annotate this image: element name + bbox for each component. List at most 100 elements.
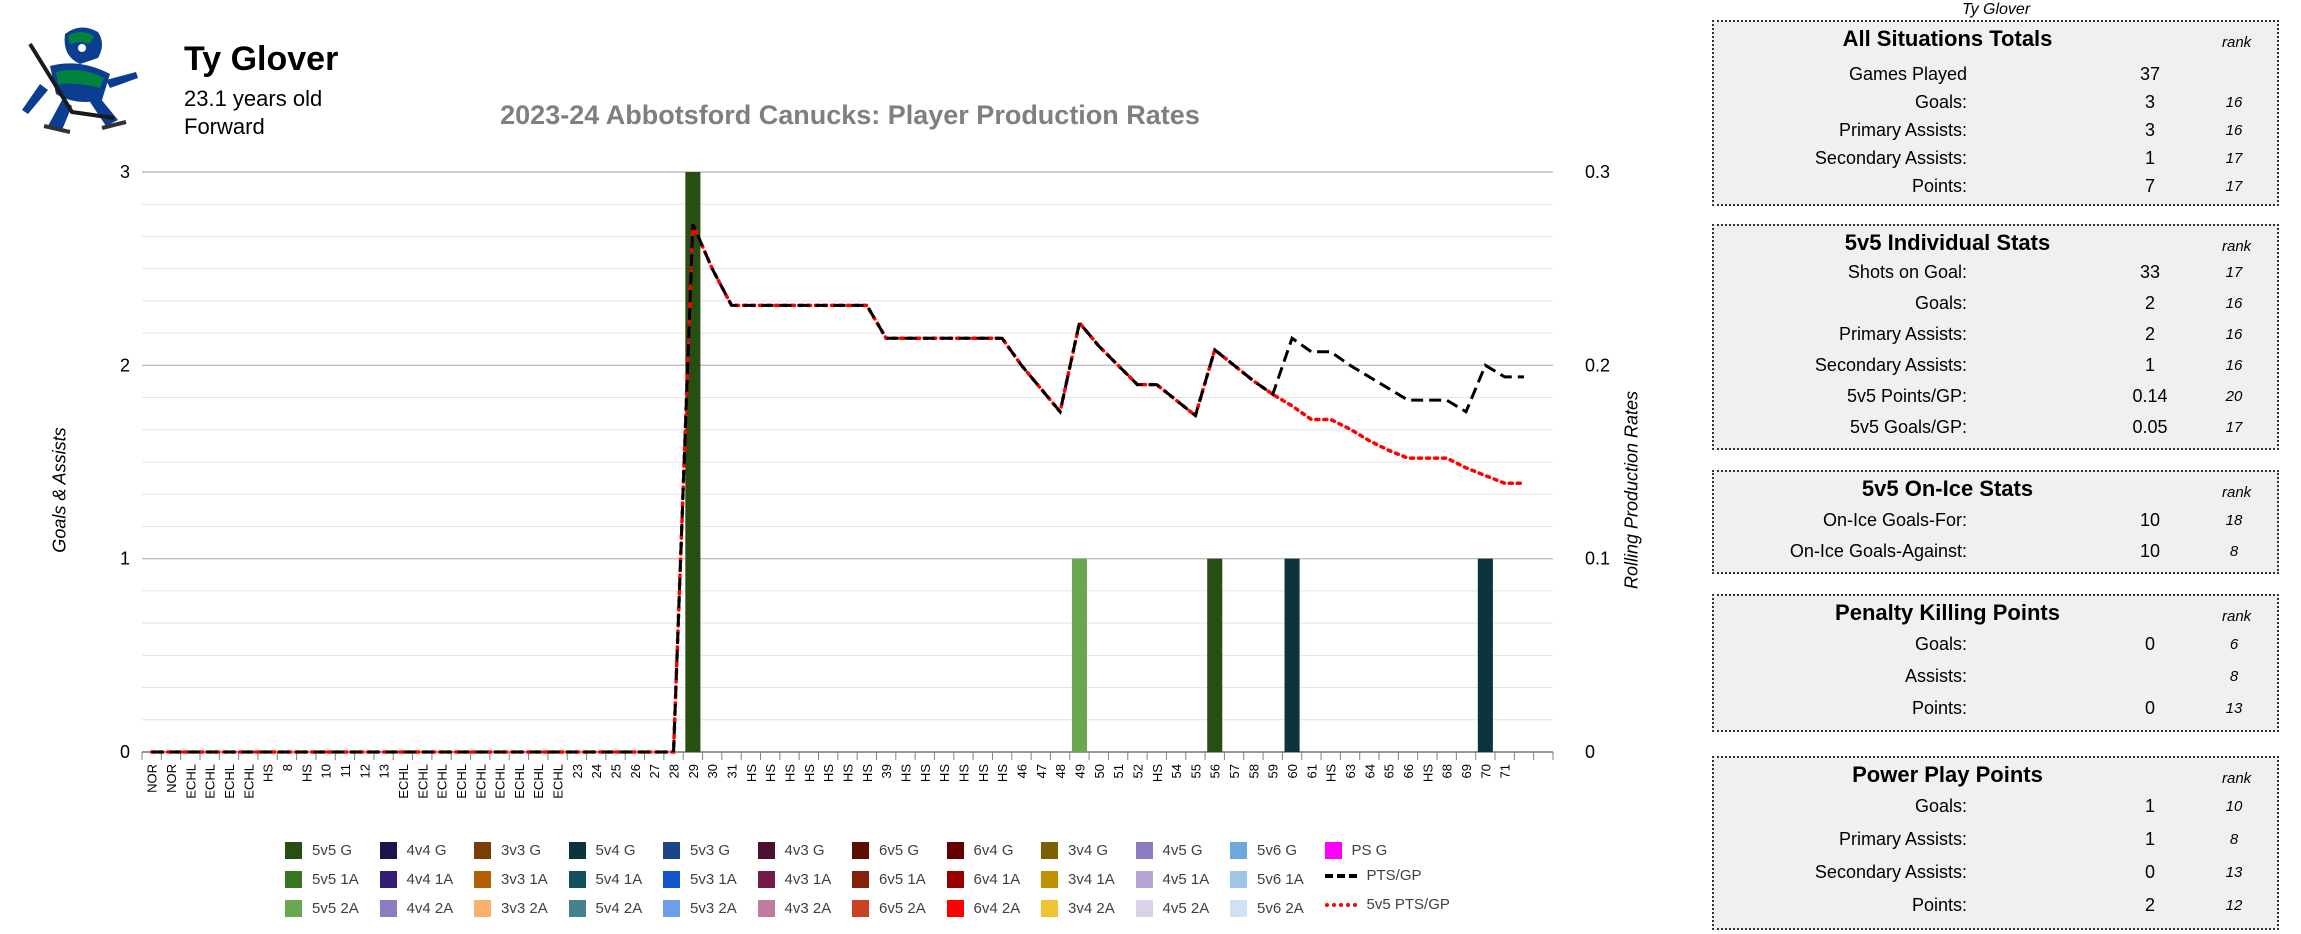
stat-label: Primary Assists:	[1838, 120, 1967, 140]
team-logo	[20, 18, 140, 134]
x-tick-label: 48	[1053, 764, 1068, 778]
stat-rank: 16	[2225, 326, 2243, 343]
x-tick-label: 57	[1227, 764, 1242, 778]
legend-swatch	[1135, 871, 1153, 888]
x-tick-label: HS	[744, 764, 759, 782]
legend-label: 3v3 G	[501, 842, 542, 859]
stat-row: Secondary Assists: 1 17	[1714, 146, 2277, 174]
stat-label: Points:	[1911, 176, 1967, 196]
x-tick-label: ECHL	[183, 764, 198, 799]
stat-value: 37	[2139, 64, 2161, 84]
x-tick-label: ECHL	[512, 764, 527, 799]
y-tick-label: 1	[120, 549, 130, 569]
stat-rank: 6	[2229, 636, 2239, 653]
legend-label: 5v3 G	[690, 842, 731, 859]
legend-swatch	[757, 900, 775, 917]
x-tick-label: 52	[1130, 764, 1145, 778]
legend-item: 5v4 1A	[568, 871, 642, 888]
x-tick-label: 68	[1440, 764, 1455, 778]
stat-label: Shots on Goal:	[1847, 262, 1967, 282]
legend-item: 4v4 G	[379, 842, 447, 859]
legend-item: 5v5 G	[285, 842, 352, 859]
stat-row: Secondary Assists: 0 13	[1714, 860, 2277, 888]
legend-label: 6v4 G	[973, 842, 1014, 859]
stats-section: 5v5 On-Ice Stats rank On-Ice Goals-For: 10 1…	[1712, 470, 2279, 574]
stat-label: Goals:	[1914, 796, 1967, 816]
x-tick-label: 61	[1304, 764, 1319, 778]
stat-label: Goals:	[1914, 92, 1967, 112]
stats-section-title: Power Play Points	[1852, 762, 2043, 787]
legend-swatch	[379, 900, 397, 917]
x-tick-label: HS	[1420, 764, 1435, 782]
stat-rank: 8	[2229, 668, 2239, 685]
stat-rank: 8	[2229, 831, 2239, 848]
stat-value: 10	[2139, 541, 2161, 561]
stat-value: 33	[2139, 262, 2161, 282]
legend-item: 5v6 G	[1230, 842, 1297, 859]
chart-legend: 5v5 G 5v5 1A 5v5 2A 4v4 G 4v4 1A 4v4 2A 3v3 G 3…	[285, 842, 1505, 934]
x-tick-label: 30	[705, 764, 720, 778]
stat-label: 5v5 Points/GP:	[1846, 386, 1967, 406]
legend-label: 3v4 1A	[1068, 871, 1115, 888]
stat-label: Assists:	[1904, 666, 1967, 686]
x-tick-label: ECHL	[203, 764, 218, 799]
legend-swatch	[1324, 842, 1342, 859]
stats-section: Penalty Killing Points rank Goals: 0 6 Assist…	[1712, 594, 2279, 732]
legend-swatch	[946, 871, 964, 888]
x-tick-label: 60	[1285, 764, 1300, 778]
rank-header: rank	[2222, 238, 2252, 255]
stat-row: Shots on Goal: 33 17	[1714, 260, 2277, 288]
legend-item: 4v4 1A	[379, 871, 453, 888]
x-tick-label: 47	[1034, 764, 1049, 778]
x-tick-label: 26	[628, 764, 643, 778]
stat-row: Secondary Assists: 1 16	[1714, 353, 2277, 381]
x-tick-label: HS	[918, 764, 933, 782]
stat-value: 2	[2144, 324, 2155, 344]
bar	[1207, 558, 1223, 752]
stat-value: 1	[2144, 796, 2155, 816]
stat-rank: 16	[2225, 122, 2243, 139]
legend-swatch	[757, 842, 775, 859]
legend-label: 4v4 2A	[406, 900, 454, 917]
x-tick-label: 25	[609, 764, 624, 778]
x-tick-label: HS	[860, 764, 875, 782]
legend-item: 6v4 1A	[946, 871, 1021, 888]
stat-rank: 16	[2225, 357, 2243, 374]
stat-rank: 16	[2225, 94, 2243, 111]
stat-value: 2	[2144, 293, 2155, 313]
legend-item: 4v4 2A	[379, 900, 454, 917]
legend-item: 5v6 1A	[1230, 871, 1304, 888]
x-tick-label: ECHL	[396, 764, 411, 799]
legend-label: 6v4 1A	[973, 871, 1021, 888]
legend-label: 5v5 PTS/GP	[1366, 896, 1450, 913]
stats-section-title: 5v5 On-Ice Stats	[1861, 476, 2034, 501]
y2-tick-label: 0.3	[1585, 162, 1610, 182]
stat-label: Secondary Assists:	[1814, 148, 1967, 168]
x-tick-label: 10	[319, 764, 334, 778]
stat-value: 3	[2144, 92, 2155, 112]
stat-row: On-Ice Goals-For: 10 18	[1714, 508, 2277, 536]
stat-value: 0	[2144, 698, 2155, 718]
legend-label: 5v4 G	[595, 842, 636, 859]
legend-swatch	[1230, 842, 1247, 859]
x-tick-label: 28	[667, 764, 682, 778]
legend-item: 6v5 1A	[852, 871, 926, 888]
stat-value: 0	[2144, 862, 2155, 882]
stats-section-title: Penalty Killing Points	[1835, 600, 2060, 625]
stat-value: 1	[2144, 355, 2155, 375]
x-tick-label: HS	[821, 764, 836, 782]
legend-swatch	[852, 900, 869, 917]
legend-item: 6v4 2A	[946, 900, 1020, 917]
legend-item: 5v4 2A	[568, 900, 642, 917]
x-tick-label: 12	[357, 764, 372, 778]
x-tick-label: HS	[898, 764, 913, 782]
stat-row: Goals: 0 6	[1714, 632, 2277, 660]
stats-section-title: All Situations Totals	[1842, 26, 2053, 51]
x-tick-label: HS	[783, 764, 798, 782]
x-tick-label: HS	[261, 764, 276, 782]
stat-label: Goals:	[1914, 634, 1967, 654]
series-line	[151, 223, 1525, 754]
stat-row: Points: 2 12	[1714, 893, 2277, 921]
x-tick-label: 66	[1401, 764, 1416, 778]
